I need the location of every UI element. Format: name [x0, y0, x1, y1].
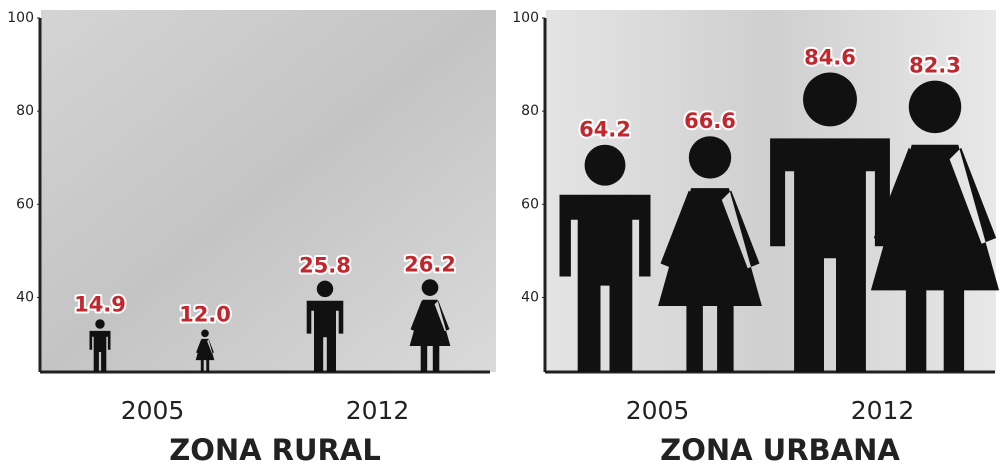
value-label: 84.6 [804, 46, 856, 70]
value-label: 66.6 [684, 109, 736, 133]
y-tick-label: 80 [521, 103, 539, 119]
x-tick-label: 2012 [851, 396, 915, 425]
value-label: 82.3 [909, 54, 961, 78]
y-tick-label: 80 [16, 103, 34, 119]
value-label: 26.2 [404, 252, 456, 276]
chart: 40 60 80 100 2005 14.9 12.0 2012 25.8 26.2 ZONA RU… [0, 0, 1000, 471]
y-tick-label: 60 [16, 196, 34, 212]
y-tick-label: 100 [512, 10, 539, 26]
chart-title: ZONA RURAL [169, 433, 381, 467]
y-tick-label: 60 [521, 196, 539, 212]
x-tick-label: 2012 [346, 396, 410, 425]
y-tick-label: 100 [7, 10, 34, 26]
chart-title: ZONA URBANA [660, 433, 900, 467]
x-tick-label: 2005 [626, 396, 690, 425]
value-label: 25.8 [299, 254, 351, 278]
y-tick-label: 40 [521, 289, 539, 305]
value-label: 64.2 [579, 118, 631, 142]
value-label: 12.0 [179, 303, 231, 327]
y-tick-label: 40 [16, 289, 34, 305]
x-tick-label: 2005 [121, 396, 185, 425]
value-label: 14.9 [74, 292, 126, 316]
